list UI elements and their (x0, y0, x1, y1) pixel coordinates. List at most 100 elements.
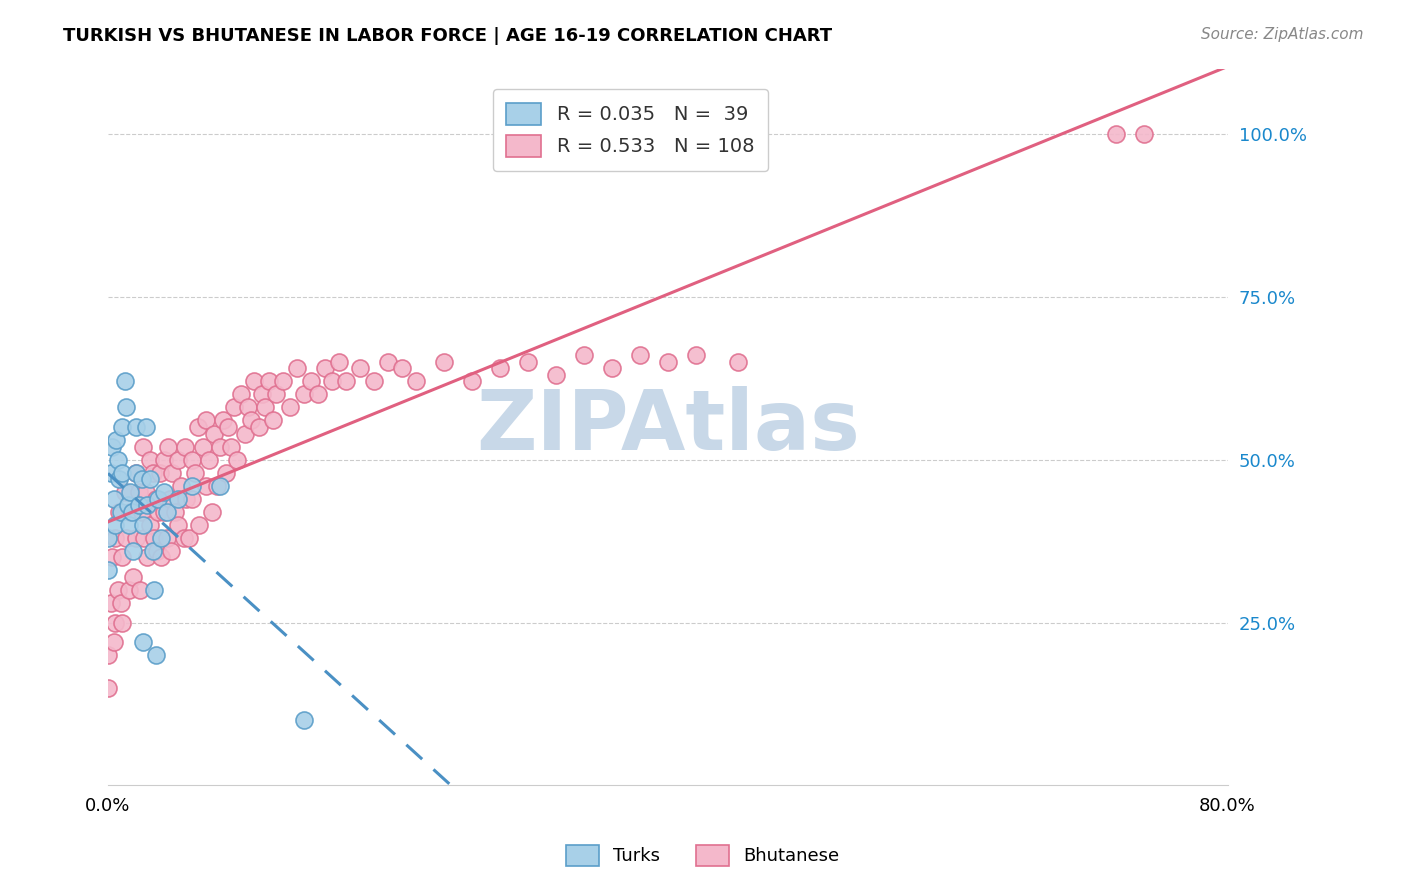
Point (188, 517, 211, 532)
Point (146, 544, 169, 558)
Point (129, 582, 152, 597)
Point (176, 491, 198, 506)
Point (236, 401, 259, 415)
Point (108, 472, 131, 486)
Point (335, 375, 357, 389)
Point (101, 440, 124, 454)
Point (134, 531, 156, 545)
Point (229, 387, 252, 401)
Point (262, 413, 284, 427)
Point (125, 531, 148, 545)
Point (572, 348, 595, 362)
Point (148, 505, 170, 519)
Point (314, 361, 336, 376)
Point (173, 531, 195, 545)
Point (149, 466, 172, 480)
Point (153, 505, 176, 519)
Point (145, 648, 167, 662)
Point (321, 375, 343, 389)
Point (122, 570, 145, 584)
Point (219, 440, 242, 454)
Point (150, 550, 173, 565)
Point (103, 491, 125, 506)
Point (1104, 127, 1126, 141)
Text: ZIPAtlas: ZIPAtlas (475, 386, 859, 467)
Point (107, 452, 129, 467)
Point (217, 420, 239, 434)
Point (139, 517, 162, 532)
Point (727, 355, 749, 369)
Point (153, 485, 176, 500)
Point (97, 681, 120, 695)
Point (150, 531, 173, 545)
Point (101, 550, 124, 565)
Point (139, 452, 162, 467)
Point (108, 505, 131, 519)
Point (135, 420, 157, 434)
Point (349, 361, 371, 376)
Point (278, 401, 301, 415)
Point (600, 361, 623, 376)
Point (197, 452, 219, 467)
Point (247, 420, 270, 434)
Point (165, 505, 187, 519)
Point (211, 413, 233, 427)
Point (105, 433, 128, 447)
Point (97, 648, 120, 662)
Point (142, 544, 165, 558)
Point (125, 420, 148, 434)
Point (657, 355, 679, 369)
Point (181, 478, 204, 492)
Point (242, 375, 264, 389)
Point (685, 348, 707, 362)
Point (128, 498, 150, 512)
Point (167, 517, 190, 532)
Point (118, 517, 141, 532)
Point (97, 563, 120, 577)
Point (111, 466, 134, 480)
Point (125, 466, 148, 480)
Point (104, 531, 127, 545)
Point (132, 635, 155, 649)
Point (103, 635, 125, 649)
Point (110, 505, 132, 519)
Point (299, 375, 322, 389)
Point (292, 713, 315, 727)
Point (117, 498, 139, 512)
Point (179, 531, 201, 545)
Point (157, 440, 180, 454)
Point (115, 401, 138, 415)
Point (131, 505, 153, 519)
Point (222, 401, 245, 415)
Point (156, 531, 179, 545)
Point (184, 466, 207, 480)
Point (405, 375, 427, 389)
Point (194, 413, 217, 427)
Point (181, 452, 204, 467)
Point (233, 426, 256, 441)
Point (160, 544, 183, 558)
Point (128, 485, 150, 500)
Point (111, 420, 134, 434)
Point (111, 550, 134, 565)
Point (100, 466, 122, 480)
Point (111, 615, 134, 630)
Point (544, 368, 567, 382)
Point (145, 491, 167, 506)
Point (97, 531, 120, 545)
Point (162, 466, 184, 480)
Legend: Turks, Bhutanese: Turks, Bhutanese (554, 832, 852, 879)
Point (628, 348, 651, 362)
Point (363, 375, 385, 389)
Point (488, 361, 510, 376)
Point (114, 375, 136, 389)
Point (148, 491, 170, 506)
Point (202, 426, 225, 441)
Point (461, 375, 484, 389)
Point (131, 472, 153, 486)
Text: TURKISH VS BHUTANESE IN LABOR FORCE | AGE 16-19 CORRELATION CHART: TURKISH VS BHUTANESE IN LABOR FORCE | AG… (63, 27, 832, 45)
Point (118, 582, 141, 597)
Point (205, 478, 228, 492)
Point (200, 505, 222, 519)
Point (114, 485, 136, 500)
